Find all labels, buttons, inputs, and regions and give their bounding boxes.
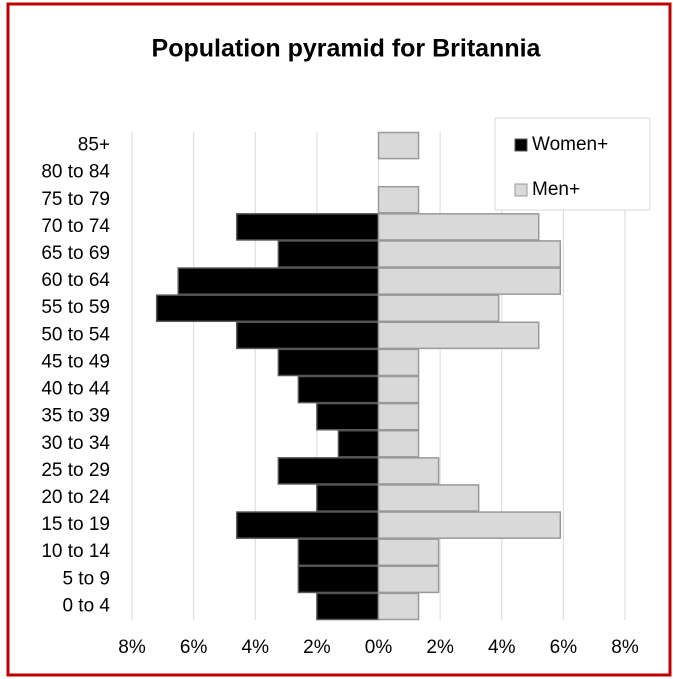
- legend-swatch: [514, 138, 528, 152]
- bar: [377, 402, 420, 431]
- bar: [377, 213, 540, 241]
- bar: [236, 321, 380, 350]
- y-tick-label: 65 to 69: [41, 243, 110, 264]
- bar: [236, 213, 380, 241]
- y-tick-label: 60 to 64: [41, 270, 110, 291]
- legend-label: Women+: [532, 134, 608, 155]
- bar: [297, 375, 380, 404]
- y-tick-label: 20 to 24: [41, 487, 110, 508]
- y-tick-label: 25 to 29: [41, 460, 110, 481]
- bar: [297, 538, 380, 567]
- bar: [377, 348, 420, 377]
- x-tick-label: 6%: [180, 637, 208, 658]
- bar: [236, 511, 380, 539]
- bar: [316, 592, 380, 621]
- legend-swatch: [514, 183, 528, 197]
- y-tick-label: 15 to 19: [41, 514, 110, 535]
- bar: [277, 348, 380, 377]
- legend-box: [494, 117, 651, 211]
- bar: [377, 511, 562, 539]
- y-tick-label: 80 to 84: [41, 162, 110, 183]
- bar: [297, 565, 380, 594]
- bar: [377, 240, 562, 268]
- x-tick-label: 2%: [303, 637, 331, 658]
- x-tick-label: 0%: [365, 637, 393, 658]
- bar: [377, 321, 540, 350]
- bar: [377, 538, 440, 567]
- bar: [377, 457, 440, 485]
- bar: [377, 267, 562, 295]
- bar: [177, 267, 380, 295]
- y-tick-label: 5 to 9: [62, 568, 110, 589]
- bar: [377, 429, 420, 458]
- x-tick-label: 6%: [550, 637, 578, 658]
- x-tick-label: 4%: [242, 637, 270, 658]
- bar: [377, 565, 440, 594]
- bar: [337, 429, 380, 458]
- bar: [155, 294, 380, 323]
- bar: [316, 402, 380, 431]
- x-tick-label: 4%: [488, 637, 516, 658]
- bar: [316, 484, 380, 512]
- bar: [377, 375, 420, 404]
- y-tick-label: 45 to 49: [41, 351, 110, 372]
- y-tick-label: 30 to 34: [41, 433, 110, 454]
- bar: [377, 185, 420, 214]
- x-tick-label: 2%: [426, 637, 454, 658]
- bar: [277, 457, 380, 485]
- bar: [377, 484, 480, 512]
- y-tick-label: 75 to 79: [41, 189, 110, 210]
- y-tick-label: 55 to 59: [41, 297, 110, 318]
- y-tick-label: 0 to 4: [62, 595, 110, 616]
- legend-label: Men+: [532, 179, 580, 200]
- y-tick-label: 70 to 74: [41, 216, 110, 237]
- bar: [377, 131, 420, 160]
- y-tick-label: 35 to 39: [41, 406, 110, 427]
- y-tick-label: 50 to 54: [41, 324, 110, 345]
- bar: [377, 592, 420, 621]
- chart-title: Population pyramid for Britannia: [152, 35, 542, 63]
- y-tick-label: 40 to 44: [41, 379, 110, 400]
- x-tick-label: 8%: [118, 637, 146, 658]
- bar: [377, 294, 500, 323]
- x-tick-label: 8%: [611, 637, 639, 658]
- y-tick-label: 85+: [78, 135, 110, 156]
- bar: [277, 240, 380, 268]
- y-tick-label: 10 to 14: [41, 541, 110, 562]
